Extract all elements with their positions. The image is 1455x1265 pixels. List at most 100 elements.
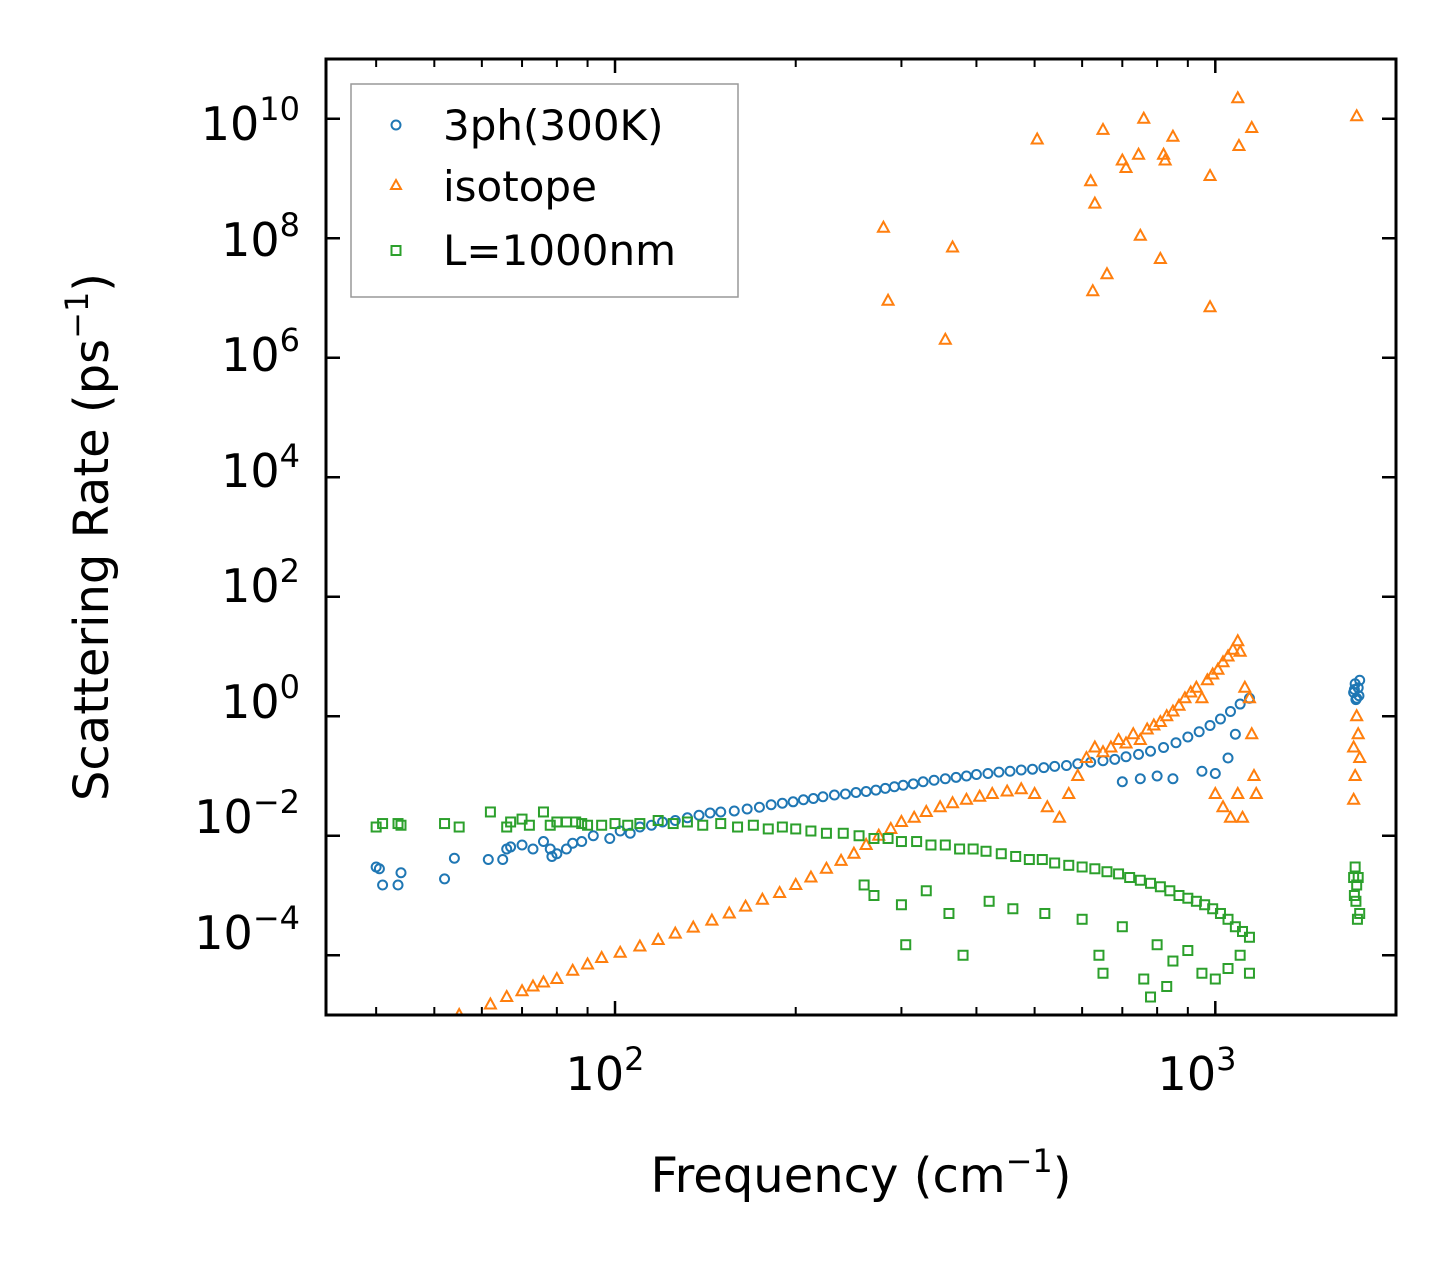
data-point-triangle [1208,785,1223,799]
data-point-circle [560,843,572,855]
data-point-circle [373,863,385,875]
data-point-circle [982,768,994,780]
data-point-triangle [1215,799,1231,813]
data-point-triangle [1087,195,1103,209]
data-point-circle [839,788,851,800]
data-point-triangle [1202,299,1218,313]
legend-label-isotope: isotope [443,162,597,211]
data-point-circle [917,776,929,788]
data-point-circle [395,867,407,879]
data-point-circle [1116,776,1128,788]
series-1 [454,90,1367,1015]
data-point-triangle [1052,809,1067,823]
data-point-square [1352,872,1364,884]
data-point-triangle [738,898,753,912]
data-point-square [925,839,937,851]
data-point-triangle [1244,726,1259,740]
data-point-square [882,832,894,844]
legend-marker-isotope [389,177,403,190]
data-point-circle [850,786,862,798]
data-point-circle [1204,720,1216,732]
data-point-square [995,848,1007,860]
data-point-triangle [959,791,974,805]
data-point-square [1076,861,1088,873]
data-point-circle [516,839,528,851]
data-point-triangle [1230,633,1245,647]
data-point-square [1151,939,1163,951]
x-tick-label-1000: 103 [1158,1040,1237,1101]
data-point-triangle [1225,641,1241,655]
data-point-triangle [1231,137,1247,151]
data-point-square [747,819,759,831]
data-point-circle [1004,765,1016,777]
x-tick-label-100: 102 [566,1040,645,1101]
data-point-square [837,827,849,839]
data-point-triangle [1223,809,1238,823]
data-point-circle [928,774,940,786]
data-point-circle [1027,763,1039,775]
data-point-circle [439,873,451,885]
data-point-square [939,839,951,851]
y-tick-label-1e2: 102 [221,552,300,613]
data-point-square [634,818,646,830]
data-point-circle [669,814,681,826]
legend: 3ph(300K) isotope L=1000nm [350,83,739,298]
data-point-circle [1134,773,1146,785]
data-point-circle [1229,728,1241,740]
data-point-triangle [1131,146,1146,160]
data-point-square [1350,895,1362,907]
data-point-square [1222,963,1234,975]
data-point-square [1093,949,1105,961]
data-point-circle [1167,773,1179,785]
data-point-square [377,818,389,830]
data-point-square [1214,907,1226,919]
data-point-circle [753,801,765,813]
data-points [370,90,1367,1015]
data-point-triangle [1157,152,1173,166]
data-point-circle [1015,764,1027,776]
data-point-triangle [514,983,530,997]
data-point-triangle [803,869,819,883]
data-point-square [1222,913,1234,925]
data-point-square [1196,967,1208,979]
data-point-circle [939,773,951,785]
data-point-square [1351,879,1363,891]
data-point-square [395,819,407,831]
data-point-square [957,949,969,961]
data-point-triangle [1244,119,1259,134]
data-point-square [980,845,992,857]
data-point-triangle [1202,167,1218,182]
data-point-square [967,843,979,855]
data-point-square [609,818,621,830]
data-point-triangle [650,931,666,945]
data-point-triangle [945,795,960,809]
data-point-circle [1038,762,1050,774]
data-point-triangle [1133,227,1148,241]
data-point-square [895,836,907,848]
data-point-square [1349,861,1361,873]
data-point-circle [787,796,799,808]
data-point-circle [537,836,549,848]
legend-label-boundary: L=1000nm [443,226,676,275]
data-point-square [776,821,788,833]
data-point-square [900,939,912,951]
data-point-square [1124,872,1136,884]
data-point-circle [551,848,563,860]
data-point-triangle [932,799,948,813]
data-point-triangle [880,292,896,306]
data-point-circle [1120,751,1132,763]
data-point-triangle [945,239,960,253]
data-point-square [697,819,709,831]
data-point-triangle [499,988,514,1003]
data-point-circle [993,766,1005,778]
data-point-triangle [1118,735,1134,749]
data-point-triangle [1242,690,1257,704]
data-point-circle [776,797,788,809]
data-point-triangle [1346,791,1361,805]
data-point-triangle [906,809,922,823]
data-point-triangle [1171,697,1187,711]
data-point-square [1161,980,1173,992]
data-point-triangle [1083,173,1098,187]
data-point-triangle [1126,726,1141,740]
data-point-square [943,907,955,919]
